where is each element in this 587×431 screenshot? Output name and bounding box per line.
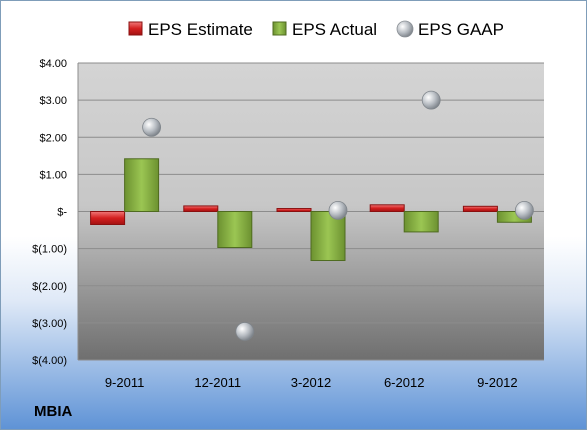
x-tick-label: 9-2011	[105, 375, 145, 390]
eps-gaap-marker	[515, 200, 534, 220]
y-tick-label: $(2.00)	[32, 281, 67, 293]
eps-estimate-bar	[90, 211, 126, 225]
x-tick-label: 9-2012	[477, 375, 517, 390]
eps-actual-bar	[217, 211, 253, 249]
company-label: MBIA	[34, 403, 72, 420]
legend-label-eps-gaap: EPS GAAP	[418, 20, 504, 39]
x-tick-label: 12-2011	[194, 375, 241, 390]
eps-gaap-marker	[328, 200, 348, 220]
y-tick-label: $(1.00)	[32, 244, 67, 256]
eps-estimate-bar	[276, 208, 312, 212]
legend-swatch-eps-estimate	[128, 21, 143, 36]
eps-gaap-marker	[421, 90, 441, 110]
y-tick-label: $(3.00)	[32, 318, 67, 330]
y-tick-label: $2.00	[39, 132, 67, 144]
y-tick-label: $1.00	[39, 169, 67, 181]
legend-label-eps-estimate: EPS Estimate	[148, 20, 253, 39]
y-axis-labels: $4.00 $3.00 $2.00 $1.00 $- $(1.00) $(2.00) $(3.…	[32, 58, 67, 367]
y-tick-label: $-	[57, 207, 67, 219]
legend-swatch-eps-gaap	[396, 20, 414, 38]
eps-estimate-bar	[369, 204, 405, 213]
x-axis-labels: 9-2011 12-2011 3-2012 6-2012 9-2012	[105, 375, 518, 390]
eps-actual-bar	[496, 211, 532, 223]
legend-swatch-eps-actual	[272, 21, 287, 36]
y-tick-label: $(4.00)	[32, 355, 67, 367]
legend: EPS Estimate EPS Actual EPS GAAP	[128, 20, 504, 39]
legend-label-eps-actual: EPS Actual	[292, 20, 377, 39]
eps-actual-bar	[403, 211, 439, 233]
y-tick-label: $4.00	[39, 58, 67, 70]
y-tick-label: $3.00	[39, 95, 67, 107]
eps-actual-bar	[124, 158, 160, 212]
x-tick-label: 6-2012	[384, 375, 424, 390]
eps-estimate-bar	[183, 205, 219, 212]
x-tick-label: 3-2012	[291, 375, 331, 390]
eps-gaap-marker	[142, 117, 162, 137]
gaap-markers	[142, 90, 534, 341]
eps-estimate-bar	[462, 205, 498, 213]
eps-gaap-marker	[235, 322, 255, 341]
